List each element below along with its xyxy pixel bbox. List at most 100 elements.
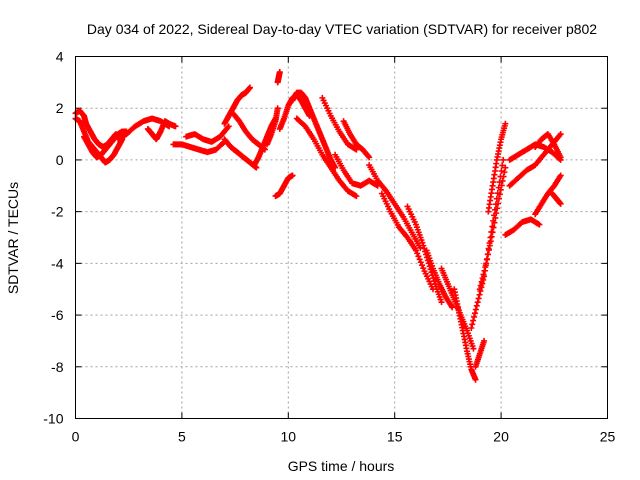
- data-point-dense: [486, 242, 493, 249]
- data-point: [472, 376, 479, 383]
- data-point-dense: [496, 191, 503, 198]
- series-arc-27: [472, 337, 488, 370]
- data-point-dense: [476, 291, 483, 298]
- data-point-dense: [500, 173, 507, 180]
- series-arc-10: [229, 110, 268, 153]
- data-point-dense: [365, 153, 372, 160]
- series-arc-21: [366, 162, 424, 251]
- data-point: [366, 154, 373, 161]
- data-point: [353, 193, 360, 200]
- data-point-dense: [499, 177, 506, 184]
- series-arc-26: [451, 286, 479, 383]
- data-point: [276, 69, 283, 76]
- data-point: [489, 229, 496, 236]
- data-point-dense: [482, 264, 489, 271]
- data-point: [225, 123, 232, 130]
- series-arc-35: [532, 131, 564, 161]
- data-point-dense: [471, 313, 478, 320]
- x-axis-ticks: 0 5 10 15 20 25: [72, 56, 616, 445]
- data-point-dense: [469, 321, 476, 328]
- data-points: [72, 69, 564, 383]
- grid-lines: [75, 56, 608, 419]
- data-point-dense: [494, 205, 501, 212]
- series-arc-19: [332, 151, 381, 189]
- series-arc-24: [423, 247, 456, 311]
- data-point-dense: [478, 278, 485, 285]
- data-point: [474, 299, 481, 306]
- series-arc-6: [170, 138, 228, 156]
- y-tick-label: -8: [51, 359, 64, 375]
- data-point-dense: [481, 267, 488, 274]
- series-arc-5: [144, 118, 179, 143]
- data-point-dense: [484, 255, 491, 262]
- data-point-dense: [491, 219, 498, 226]
- series-arc-29: [476, 164, 509, 293]
- chart-title: Day 034 of 2022, Sidereal Day-to-day VTE…: [87, 21, 597, 37]
- data-point: [476, 286, 483, 293]
- data-point-dense: [473, 302, 480, 309]
- data-point-dense: [471, 310, 478, 317]
- data-point: [246, 84, 253, 91]
- data-point: [557, 131, 564, 138]
- data-point: [502, 120, 509, 127]
- data-point: [274, 105, 281, 112]
- data-point-dense: [497, 186, 504, 193]
- x-tick-label: 5: [178, 429, 186, 445]
- y-tick-label: 4: [56, 49, 64, 65]
- data-point-dense: [480, 271, 487, 278]
- series-arc-36: [549, 190, 564, 207]
- data-point-dense: [493, 210, 500, 217]
- data-point-dense: [485, 247, 492, 254]
- data-point: [419, 239, 426, 246]
- data-point-dense: [420, 265, 427, 272]
- data-point-dense: [485, 251, 492, 258]
- x-tick-label: 10: [281, 429, 297, 445]
- series-arc-23: [404, 203, 445, 306]
- data-point-dense: [501, 169, 508, 176]
- y-tick-label: -10: [43, 411, 63, 427]
- y-tick-label: -6: [51, 307, 64, 323]
- data-point-dense: [492, 214, 499, 221]
- series-arc-18: [319, 94, 360, 153]
- data-point-dense: [472, 306, 479, 313]
- data-point-dense: [499, 162, 506, 169]
- series-arc-8: [221, 84, 253, 127]
- series-arc-14: [272, 172, 296, 200]
- series-arc-30: [485, 120, 509, 215]
- data-point: [470, 345, 477, 352]
- data-point-dense: [488, 233, 495, 240]
- data-point: [438, 299, 445, 306]
- y-tick-label: 0: [56, 152, 64, 168]
- data-point-dense: [415, 253, 422, 260]
- x-axis-title: GPS time / hours: [288, 458, 395, 474]
- data-point-dense: [490, 224, 497, 231]
- series-arc-13: [274, 69, 283, 86]
- data-point: [557, 200, 564, 207]
- series-arc-2: [72, 107, 119, 150]
- data-point-dense: [416, 256, 423, 263]
- data-point: [481, 337, 488, 344]
- data-point: [468, 325, 475, 331]
- x-tick-label: 0: [72, 429, 80, 445]
- series-arc-17: [293, 115, 360, 200]
- data-point-dense: [479, 275, 486, 282]
- x-tick-label: 15: [387, 429, 403, 445]
- y-axis-ticks: -10 -8 -6 -4 -2 0 2 4: [43, 49, 608, 427]
- series-arc-4: [115, 115, 173, 143]
- y-axis-title: SDTVAR / TECUs: [5, 182, 21, 294]
- plot-frame: [75, 56, 608, 419]
- data-point-dense: [498, 168, 505, 175]
- data-point-dense: [475, 295, 482, 302]
- data-point-dense: [420, 242, 427, 249]
- data-point: [557, 154, 564, 161]
- data-point: [289, 172, 296, 179]
- y-tick-label: -2: [51, 204, 64, 220]
- data-point: [495, 195, 502, 202]
- data-point-dense: [470, 317, 477, 324]
- data-point: [557, 172, 564, 179]
- series-arc-16: [289, 89, 339, 171]
- series-arc-12: [264, 105, 281, 148]
- x-tick-label: 25: [600, 429, 616, 445]
- data-point-dense: [498, 182, 505, 189]
